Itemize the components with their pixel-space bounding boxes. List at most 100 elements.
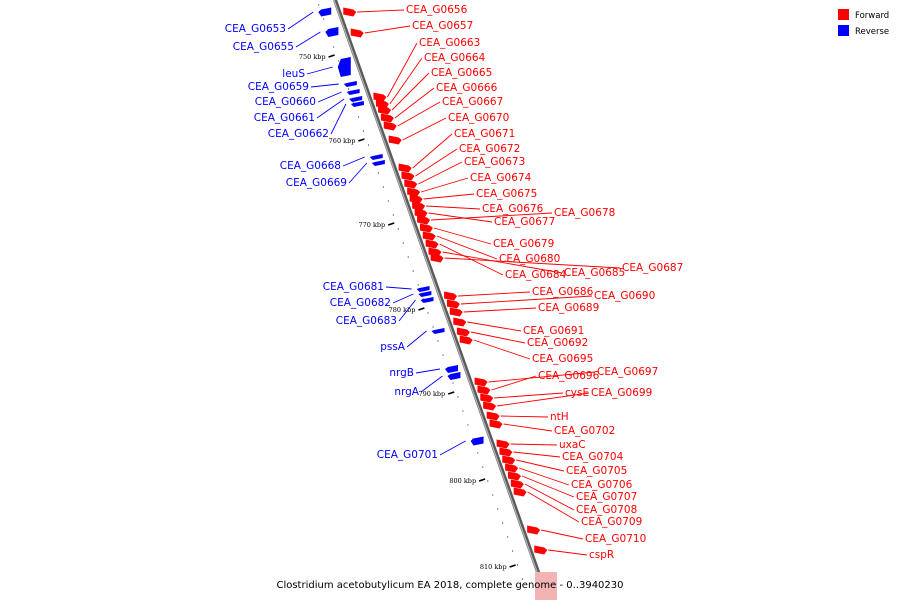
gene-label-nth[interactable]: ntH: [550, 411, 569, 423]
gene-block-cea-g0707[interactable]: [507, 471, 521, 481]
gene-label-cea-g0685[interactable]: CEA_G0685: [564, 267, 625, 279]
gene-block-cea-g0678[interactable]: [417, 215, 431, 225]
gene-label-cea-g0699[interactable]: CEA_G0699: [591, 387, 652, 399]
gene-label-cea-g0701[interactable]: CEA_G0701: [377, 449, 438, 461]
gene-label-cea-g0677[interactable]: CEA_G0677: [494, 216, 555, 228]
gene-label-cea-g0676[interactable]: CEA_G0676: [482, 203, 544, 215]
gene-block-cea-g0692[interactable]: [456, 327, 470, 337]
gene-label-cea-g0657[interactable]: CEA_G0657: [412, 20, 473, 32]
gene-block-nth[interactable]: [486, 411, 500, 421]
gene-label-cea-g0674[interactable]: CEA_G0674: [470, 172, 532, 184]
gene-label-cea-g0695[interactable]: CEA_G0695: [532, 353, 593, 365]
gene-block-cyse[interactable]: [480, 393, 494, 403]
gene-label-cea-g0675[interactable]: CEA_G0675: [476, 188, 537, 200]
gene-label-cyse[interactable]: cysE: [565, 387, 589, 399]
gene-label-cea-g0702[interactable]: CEA_G0702: [554, 425, 615, 437]
gene-label-cspr[interactable]: cspR: [589, 549, 614, 561]
gene-label-cea-g0663[interactable]: CEA_G0663: [419, 37, 480, 49]
gene-block-cea-g0702[interactable]: [489, 419, 503, 429]
gene-block-cea-g0689[interactable]: [449, 307, 463, 317]
gene-label-cea-g0667[interactable]: CEA_G0667: [442, 96, 503, 108]
gene-label-cea-g0696[interactable]: CEA_G0696: [538, 370, 600, 382]
gene-block-cea-g0709[interactable]: [513, 487, 527, 497]
gene-label-cea-g0686[interactable]: CEA_G0686: [532, 286, 594, 298]
gene-block-cea-g0705[interactable]: [502, 455, 516, 465]
gene-block-cea-g0699[interactable]: [483, 401, 497, 411]
gene-block-nrga[interactable]: [447, 372, 461, 380]
gene-block-cea-g0657[interactable]: [350, 28, 364, 38]
gene-label-cea-g0705[interactable]: CEA_G0705: [566, 465, 627, 477]
gene-label-cea-g0672[interactable]: CEA_G0672: [459, 143, 520, 155]
gene-block-nrgb[interactable]: [444, 365, 458, 373]
gene-label-cea-g0708[interactable]: CEA_G0708: [576, 504, 637, 516]
gene-label-cea-g0660[interactable]: CEA_G0660: [255, 96, 316, 108]
gene-block-cea-g0680[interactable]: [422, 231, 436, 241]
gene-block-cea-g0691[interactable]: [453, 317, 467, 327]
gene-label-cea-g0679[interactable]: CEA_G0679: [493, 238, 554, 250]
gene-label-cea-g0704[interactable]: CEA_G0704: [562, 451, 624, 463]
gene-label-cea-g0681[interactable]: CEA_G0681: [323, 281, 384, 293]
gene-label-nrgb[interactable]: nrgB: [389, 367, 414, 379]
gene-block-cea-g0697[interactable]: [474, 377, 488, 387]
gene-block-cea-g0686[interactable]: [444, 291, 458, 301]
gene-label-leus[interactable]: leuS: [282, 68, 305, 80]
gene-block-cea-g0663[interactable]: [373, 92, 387, 102]
gene-block-cea-g0665[interactable]: [378, 105, 392, 115]
gene-block-cea-g0667[interactable]: [383, 121, 397, 131]
gene-block-cea-g0710[interactable]: [527, 525, 541, 535]
gene-block-cea-g0671[interactable]: [398, 163, 412, 173]
gene-label-cea-g0665[interactable]: CEA_G0665: [431, 67, 492, 79]
gene-label-cea-g0678[interactable]: CEA_G0678: [554, 207, 615, 219]
gene-block-cea-g0695[interactable]: [459, 335, 473, 345]
gene-block-cea-g0668[interactable]: [369, 154, 383, 160]
gene-block-cea-g0708[interactable]: [510, 479, 524, 489]
gene-block-cea-g0673[interactable]: [404, 179, 418, 189]
gene-block-cea-g0661[interactable]: [349, 96, 363, 102]
gene-block-cea-g0675[interactable]: [409, 194, 423, 204]
gene-block-cea-g0660[interactable]: [346, 89, 360, 95]
gene-block-cspr[interactable]: [534, 545, 548, 555]
gene-block-cea-g0676[interactable]: [412, 201, 426, 211]
gene-label-uxac[interactable]: uxaC: [559, 439, 586, 451]
gene-label-cea-g0653[interactable]: CEA_G0653: [225, 23, 286, 35]
gene-label-cea-g0683[interactable]: CEA_G0683: [336, 315, 397, 327]
gene-label-cea-g0691[interactable]: CEA_G0691: [523, 325, 584, 337]
gene-label-cea-g0689[interactable]: CEA_G0689: [538, 302, 599, 314]
gene-block-cea-g0669[interactable]: [371, 160, 385, 166]
gene-label-cea-g0692[interactable]: CEA_G0692: [527, 337, 588, 349]
gene-block-cea-g0662[interactable]: [350, 101, 364, 107]
gene-label-cea-g0656[interactable]: CEA_G0656: [406, 4, 468, 16]
gene-block-pssa[interactable]: [431, 328, 445, 334]
gene-block-cea-g0666[interactable]: [380, 113, 394, 123]
gene-label-cea-g0706[interactable]: CEA_G0706: [571, 479, 633, 491]
gene-label-cea-g0673[interactable]: CEA_G0673: [464, 156, 525, 168]
gene-label-cea-g0690[interactable]: CEA_G0690: [594, 290, 655, 302]
gene-block-cea-g0672[interactable]: [401, 171, 415, 181]
gene-label-cea-g0662[interactable]: CEA_G0662: [268, 128, 329, 140]
gene-label-cea-g0661[interactable]: CEA_G0661: [254, 112, 315, 124]
gene-label-cea-g0709[interactable]: CEA_G0709: [581, 516, 642, 528]
gene-label-cea-g0697[interactable]: CEA_G0697: [597, 366, 658, 378]
gene-block-cea-g0677[interactable]: [414, 208, 428, 218]
gene-block-cea-g0706[interactable]: [505, 463, 519, 473]
gene-block-cea-g0704[interactable]: [499, 447, 513, 457]
gene-block-cea-g0687[interactable]: [430, 253, 444, 263]
gene-label-cea-g0687[interactable]: CEA_G0687: [622, 262, 683, 274]
gene-block-leus[interactable]: [337, 57, 351, 77]
gene-label-cea-g0669[interactable]: CEA_G0669: [286, 177, 347, 189]
gene-block-cea-g0674[interactable]: [407, 187, 421, 197]
gene-block-cea-g0670[interactable]: [388, 135, 402, 145]
gene-label-nrga[interactable]: nrgA: [394, 386, 419, 398]
gene-label-cea-g0666[interactable]: CEA_G0666: [436, 82, 498, 94]
gene-label-cea-g0668[interactable]: CEA_G0668: [280, 160, 341, 172]
gene-block-cea-g0656[interactable]: [343, 7, 357, 17]
gene-block-cea-g0690[interactable]: [446, 299, 460, 309]
gene-block-cea-g0701[interactable]: [470, 436, 484, 446]
gene-block-cea-g0682[interactable]: [418, 291, 432, 297]
gene-block-cea-g0679[interactable]: [419, 223, 433, 233]
gene-block-cea-g0684[interactable]: [425, 239, 439, 249]
gene-label-cea-g0659[interactable]: CEA_G0659: [248, 81, 309, 93]
gene-block-cea-g0659[interactable]: [343, 81, 357, 87]
gene-block-cea-g0681[interactable]: [416, 286, 430, 292]
gene-label-cea-g0670[interactable]: CEA_G0670: [448, 112, 509, 124]
